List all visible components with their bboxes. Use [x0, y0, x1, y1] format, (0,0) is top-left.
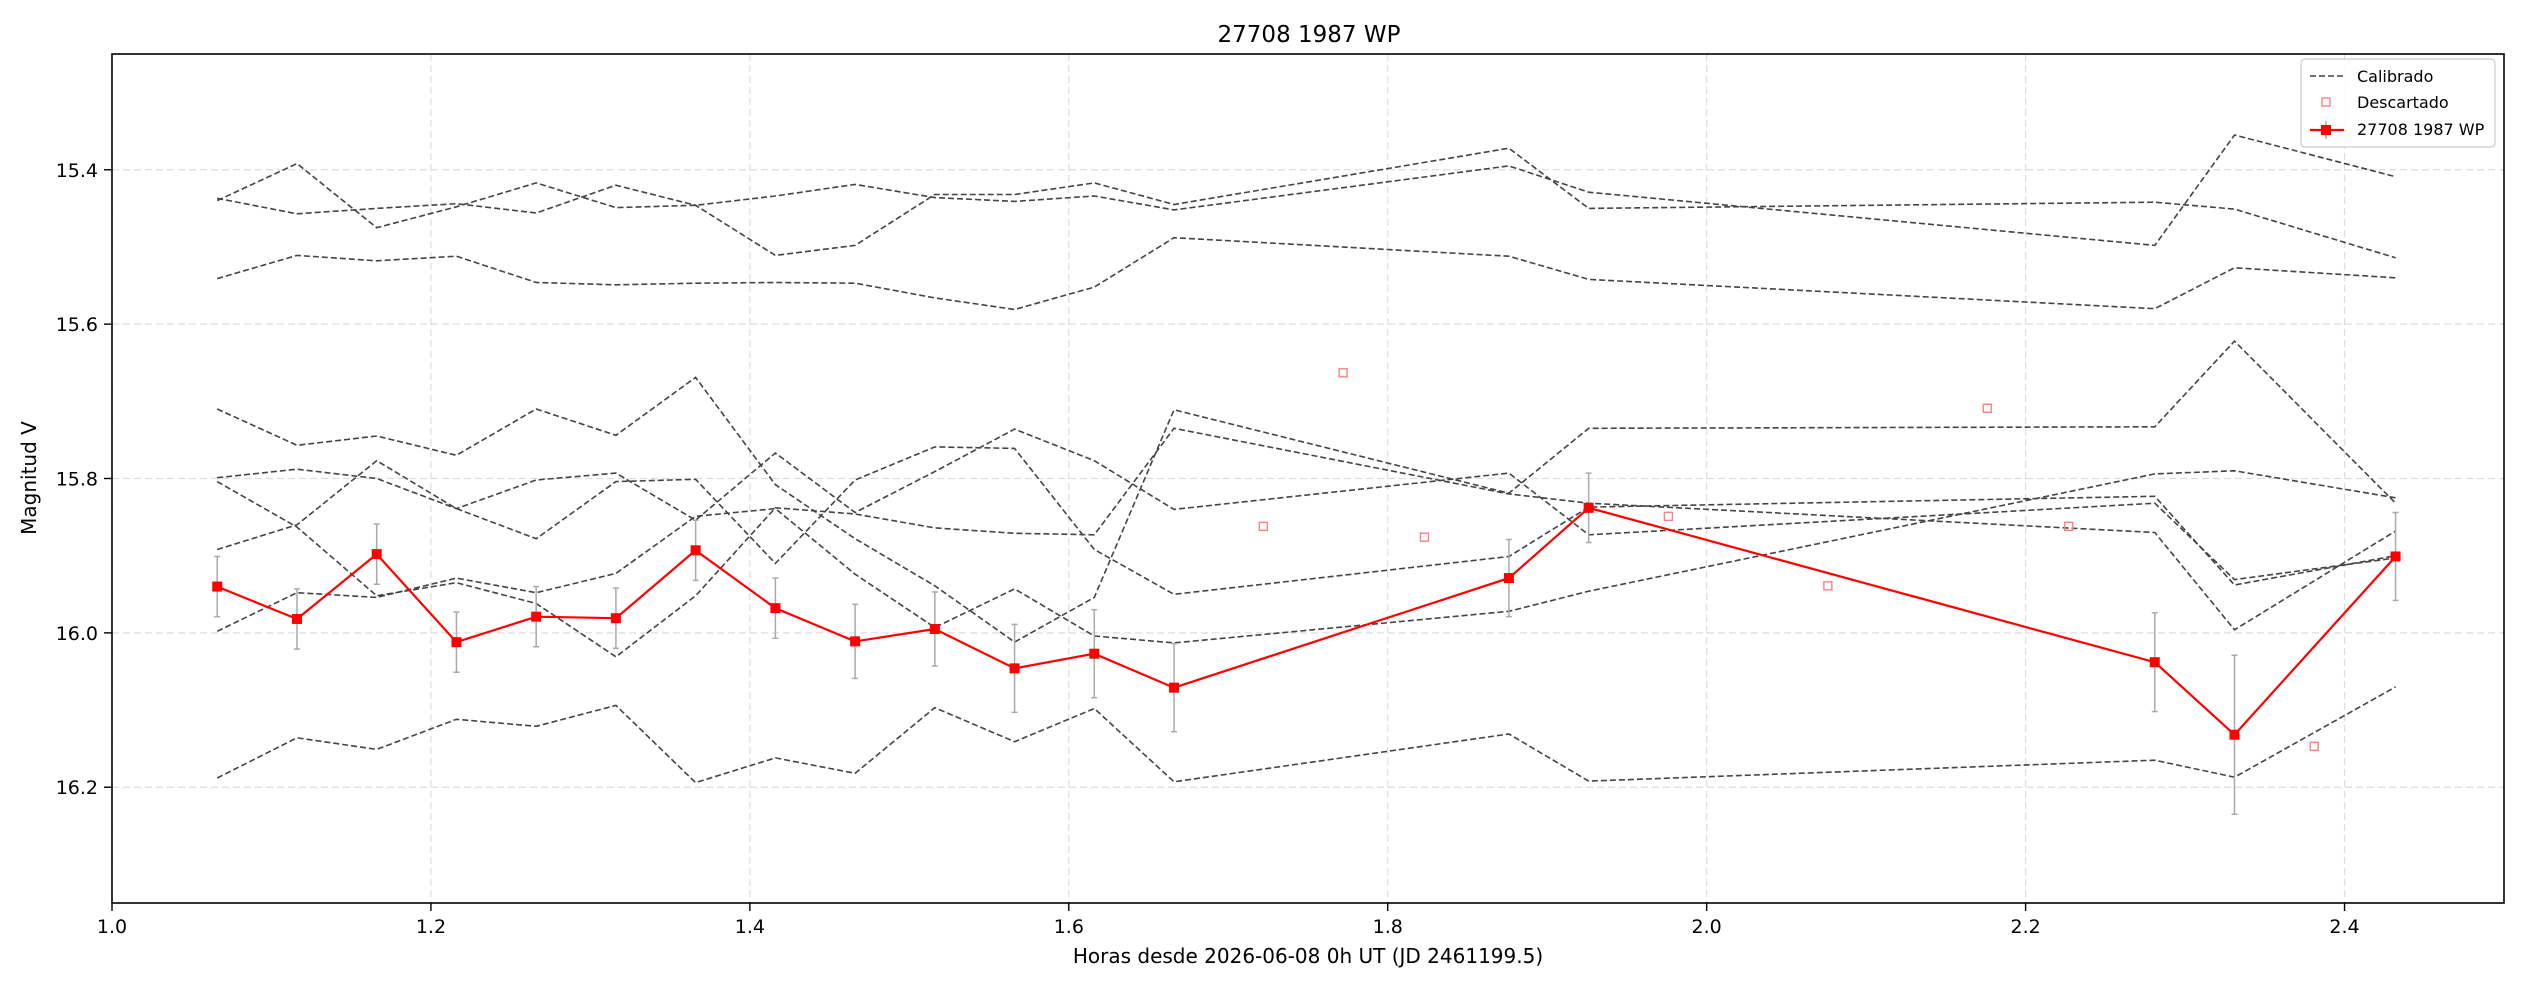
target-series-line [216, 506, 2397, 737]
x-tick-label: 1.2 [416, 916, 446, 938]
target-point [850, 636, 861, 647]
y-tick-label: 16.2 [56, 777, 98, 799]
legend: Calibrado Descartado 27708 1987 WP [2300, 58, 2496, 148]
calibrated-series-line [216, 339, 2397, 644]
y-tick-label: 16.0 [56, 623, 98, 645]
target-point [212, 581, 223, 592]
target-point [291, 613, 302, 624]
discarded-point [1823, 581, 1833, 591]
target-point [451, 637, 462, 648]
target-point [2390, 551, 2401, 562]
x-tick-label: 2.0 [1692, 916, 1722, 938]
discarded-point [1338, 368, 1348, 378]
target-series-group [212, 502, 2401, 740]
y-axis-label: Magnitud V [17, 421, 41, 535]
legend-box [2300, 58, 2496, 148]
discarded-point [2309, 741, 2319, 752]
discarded-points-group [1258, 368, 2319, 752]
y-tick-label: 15.4 [56, 160, 98, 182]
x-tick-label: 2.2 [2010, 916, 2040, 938]
target-point [1583, 502, 1594, 513]
target-point [1089, 648, 1100, 659]
target-point [610, 613, 621, 624]
calibrated-series-line [217, 428, 2396, 581]
grid-lines [111, 54, 2504, 903]
calibrated-series-line [217, 147, 2396, 259]
calibrated-series-line [216, 134, 2396, 247]
axes-ticks: 1.0 1.2 1.4 1.6 1.8 2.0 2.2 2.4 15.4 15.6 15.8 16.0… [56, 160, 2360, 938]
legend-discarded-label: Descartado [2357, 93, 2449, 112]
discarded-point [1663, 511, 1674, 522]
discarded-point [1419, 532, 1430, 542]
target-point [770, 603, 781, 614]
calibrated-series-line [216, 446, 2396, 596]
discarded-point [2063, 521, 2074, 532]
legend-target-marker [2321, 125, 2331, 135]
x-tick-label: 1.6 [1054, 916, 1084, 938]
target-point [531, 611, 542, 622]
legend-target-label: 27708 1987 WP [2357, 120, 2485, 139]
chart-title: 27708 1987 WP [1218, 22, 1401, 48]
target-point [2229, 729, 2240, 740]
target-point [690, 545, 701, 556]
discarded-point [1982, 403, 1993, 413]
target-point [2149, 657, 2160, 668]
discarded-point [1258, 521, 1269, 532]
legend-discarded-swatch [2321, 97, 2331, 107]
target-point [1169, 682, 1180, 693]
legend-calibrated-label: Calibrado [2357, 67, 2433, 86]
x-axis-label: Horas desde 2026-06-08 0h UT (JD 2461199… [1073, 944, 1543, 968]
calibrated-series-group [216, 134, 2397, 784]
x-tick-label: 1.4 [735, 916, 765, 938]
calibrated-series-line [216, 236, 2396, 311]
x-tick-label: 2.4 [2329, 916, 2359, 938]
y-tick-label: 15.6 [56, 314, 98, 336]
x-tick-label: 1.0 [97, 916, 127, 938]
target-point [1503, 573, 1514, 584]
y-tick-label: 15.8 [56, 469, 98, 491]
calibrated-series-line [216, 469, 2396, 644]
target-point [371, 549, 382, 560]
calibrated-series-line [216, 427, 2397, 658]
target-point [929, 624, 940, 635]
target-point [1009, 663, 1020, 674]
x-tick-label: 1.8 [1373, 916, 1403, 938]
calibrated-series-line [216, 686, 2396, 784]
